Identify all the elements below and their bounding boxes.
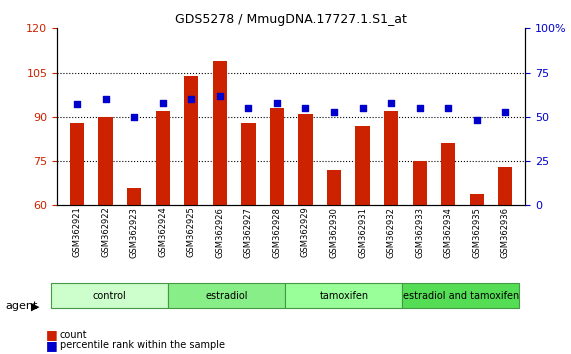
Bar	[155, 111, 170, 205]
Point	[501, 109, 510, 114]
Point	[301, 105, 310, 111]
Bar	[412, 161, 427, 205]
Bar	[127, 188, 142, 205]
Point	[358, 105, 367, 111]
Bar	[70, 123, 85, 205]
Bar	[498, 167, 513, 205]
Text: ▶: ▶	[31, 301, 40, 311]
Point	[272, 100, 282, 105]
Bar	[299, 114, 313, 205]
Point	[187, 96, 196, 102]
Point	[415, 105, 424, 111]
Point	[130, 114, 139, 120]
Bar	[184, 75, 199, 205]
Point	[215, 93, 224, 98]
Bar	[213, 61, 227, 205]
Title: GDS5278 / MmugDNA.17727.1.S1_at: GDS5278 / MmugDNA.17727.1.S1_at	[175, 13, 407, 26]
Bar	[270, 108, 284, 205]
Bar	[441, 143, 456, 205]
Text: count: count	[60, 330, 87, 339]
Point	[244, 105, 253, 111]
Bar	[470, 194, 484, 205]
Text: estradiol and tamoxifen: estradiol and tamoxifen	[403, 291, 519, 301]
Bar	[327, 170, 341, 205]
Point	[329, 109, 339, 114]
Bar	[168, 283, 286, 308]
Point	[472, 118, 481, 123]
Text: ■: ■	[46, 328, 58, 341]
Point	[444, 105, 453, 111]
Bar	[356, 126, 370, 205]
Text: control: control	[93, 291, 127, 301]
Bar	[384, 111, 399, 205]
Text: ■: ■	[46, 339, 58, 352]
Bar	[99, 117, 113, 205]
Point	[387, 100, 396, 105]
Text: tamoxifen: tamoxifen	[319, 291, 368, 301]
Bar	[51, 283, 168, 308]
Text: agent: agent	[6, 301, 38, 311]
Point	[73, 102, 82, 107]
Bar	[286, 283, 403, 308]
Bar	[403, 283, 520, 308]
Text: percentile rank within the sample: percentile rank within the sample	[60, 340, 225, 350]
Point	[158, 100, 167, 105]
Point	[101, 96, 110, 102]
Text: estradiol: estradiol	[206, 291, 248, 301]
Bar	[242, 123, 256, 205]
